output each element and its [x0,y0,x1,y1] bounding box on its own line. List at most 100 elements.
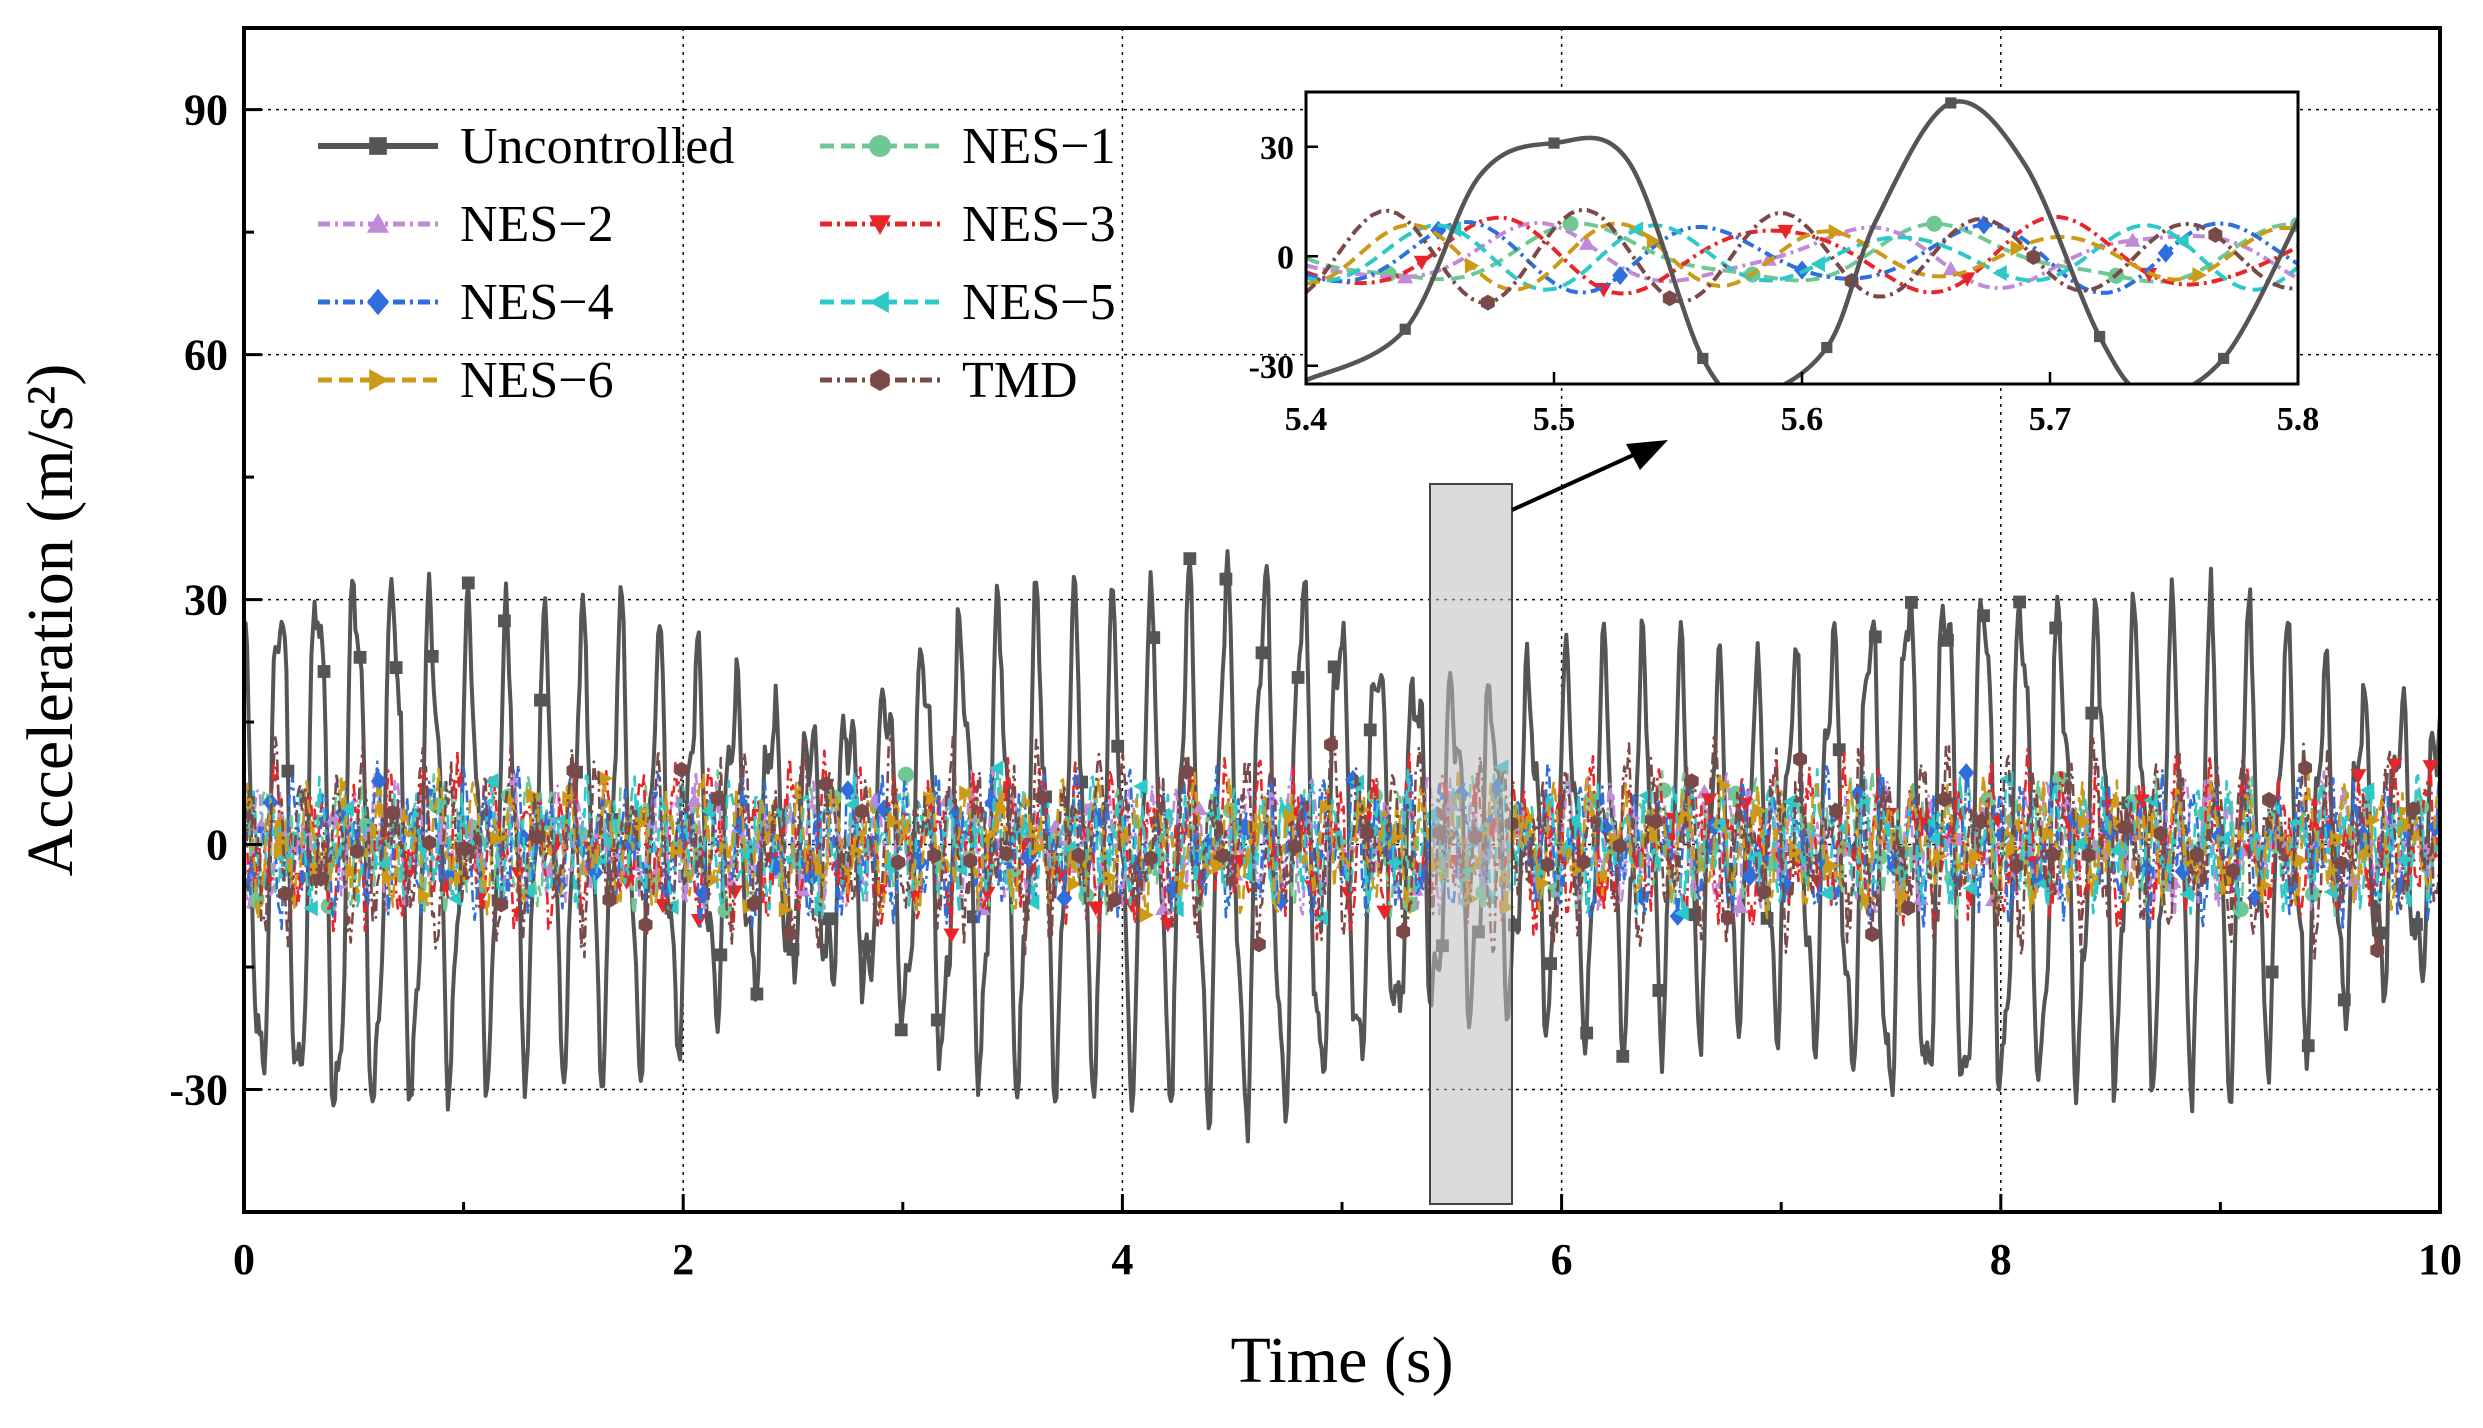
series-marker [979,886,996,902]
series-marker [2107,841,2122,858]
series-marker [2153,825,2168,842]
series-marker [1933,848,1948,865]
series-marker [1251,936,1266,953]
series-marker [2337,993,2351,1007]
series-marker [2117,819,2132,836]
series-marker [1283,809,1299,826]
legend-item-nes-6: NES−6 [318,352,614,409]
series-marker [1616,1049,1630,1063]
series-marker [1572,860,1587,877]
series-marker [1655,782,1672,799]
y-tick-label: 0 [206,821,228,870]
series-marker [923,791,938,808]
series-marker [2077,814,2092,831]
series-marker [2052,770,2069,787]
series-marker [1901,899,1916,916]
series-marker [2355,824,2372,845]
series-marker [1782,793,1798,810]
series-marker [706,871,722,888]
series-marker [819,776,833,793]
legend-item-nes-4: NES−4 [318,274,614,331]
series-marker [1211,858,1227,875]
legend-label: Uncontrolled [460,118,734,175]
series-marker [1969,848,1984,865]
inset-series-tmd [1306,207,2298,311]
legend-label: TMD [962,352,1078,409]
zoom-highlight-box [1429,483,1513,1205]
series-marker [562,790,577,807]
series-marker [891,854,905,871]
series-marker [370,771,387,791]
series-marker [1945,97,1957,109]
series-marker [1111,739,1125,753]
series-marker [634,815,649,832]
legend-label: NES−1 [962,118,1116,175]
series-marker [1288,838,1302,855]
series-marker [1937,791,1952,808]
series-marker [497,614,511,628]
series-marker [1973,813,1988,830]
inset-series-line [1306,214,2298,296]
series-marker [710,790,725,807]
series-marker [822,912,836,926]
series-marker [1648,813,1663,830]
series-marker [2350,769,2367,784]
series-marker [2189,846,2204,863]
series-marker [1215,847,1230,864]
series-marker [534,693,547,707]
series-marker [1139,907,1154,924]
series-marker [417,887,433,904]
series-marker [1926,215,1943,232]
series-marker [345,862,361,879]
series-marker [1684,773,1699,790]
series-marker [2410,918,2423,931]
series-marker [1376,905,1393,921]
series-marker [1821,341,1833,354]
series-marker [2226,862,2240,879]
series-marker [1904,596,1918,609]
series-marker [850,843,866,860]
series-marker [2208,226,2223,243]
series-marker [1832,743,1846,757]
series-marker [1155,900,1172,915]
series-marker [943,928,960,943]
legend-label: NES−6 [460,352,614,409]
series-marker [1480,294,1495,311]
main-ticks: 0 2 4 6 8 10 -30 0 30 60 90 [169,86,2462,1284]
series-marker [2124,232,2141,247]
series-marker [1385,854,1401,871]
series-marker [1793,751,1807,768]
series-marker [1056,888,1073,908]
x-tick-label: 10 [2418,1235,2462,1284]
series-marker [1662,290,1677,307]
series-marker [1576,854,1591,871]
series-marker [1324,736,1338,753]
series-marker [2071,835,2086,852]
series-marker [2010,240,2025,257]
series-marker [959,785,974,802]
series-marker [2097,798,2114,814]
series-marker [317,665,331,678]
series-marker [1255,646,1269,660]
series-marker [1697,352,1709,365]
series-marker [778,901,794,918]
series-marker [1897,888,1912,905]
series-marker [2094,330,2106,343]
series-marker [1752,802,1768,819]
x-tick-label: 6 [1551,1235,1573,1284]
series-marker [350,843,364,860]
series-marker [799,850,816,865]
series-marker [2301,1039,2315,1053]
series-marker [2085,706,2099,720]
series-marker [458,840,473,857]
series-marker [2041,826,2056,843]
series-marker [1399,323,1411,335]
series-marker [1926,831,1942,848]
x-tick-label: 4 [1111,1235,1133,1284]
zoom-arrow [1511,440,1668,512]
inset-x-tick-label: 5.5 [1533,401,1576,438]
series-marker [369,369,389,391]
y-tick-label: 30 [184,576,228,625]
series-marker [2174,233,2189,250]
series-marker [2013,595,2027,609]
